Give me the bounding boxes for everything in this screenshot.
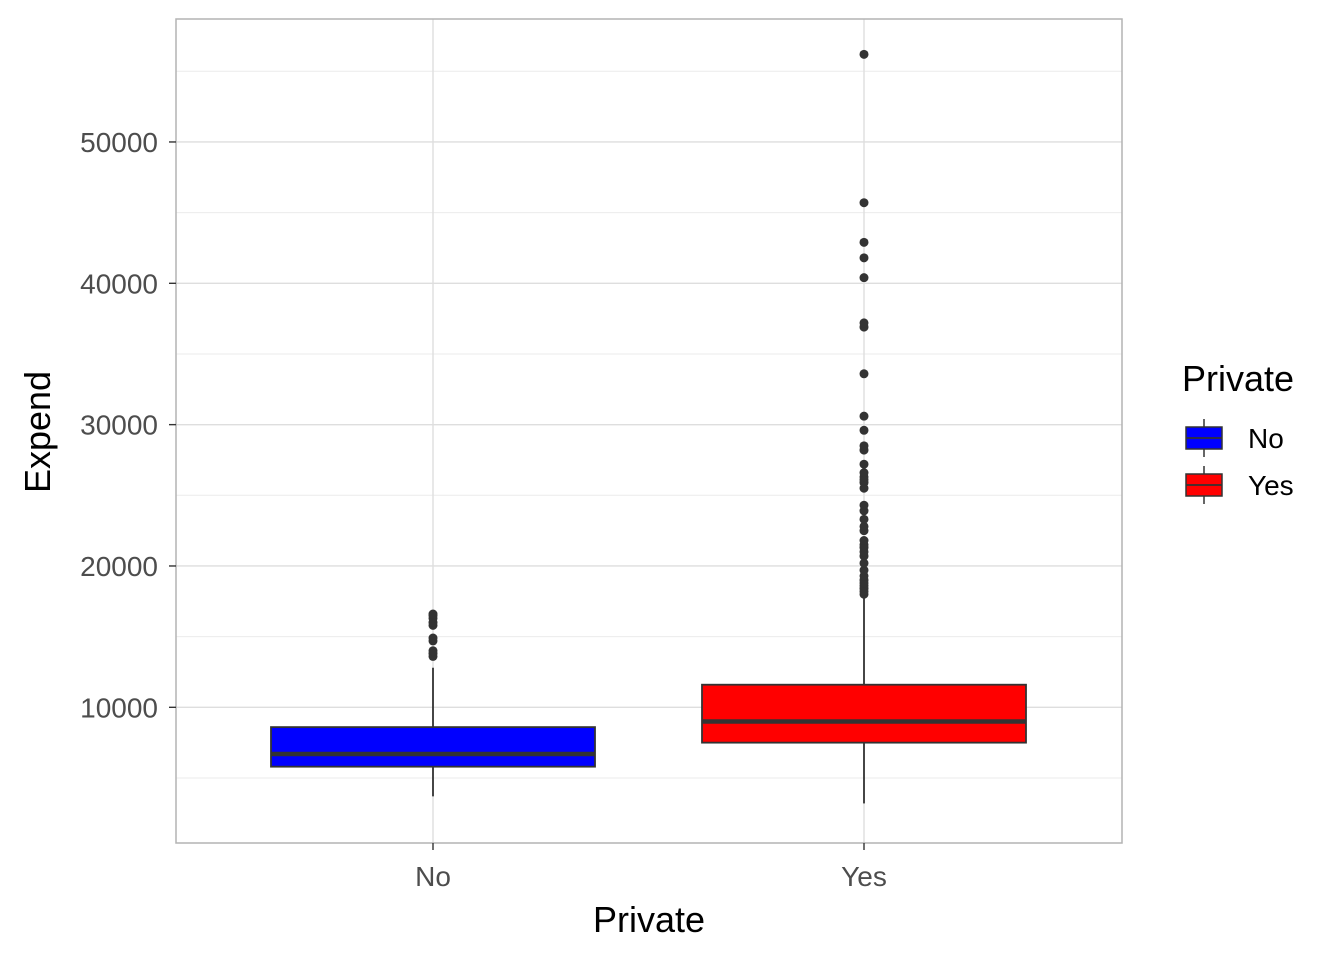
outlier-point [859, 237, 869, 247]
outlier-point [859, 198, 869, 208]
legend: Private No Yes [1182, 358, 1294, 504]
legend-entry-no: No [1185, 419, 1284, 457]
outlier-point [859, 558, 869, 568]
legend-label: No [1248, 423, 1284, 454]
outlier-point [859, 253, 869, 263]
outlier-point [859, 273, 869, 283]
box-body [701, 683, 1027, 744]
y-tick-label: 40000 [80, 268, 158, 299]
y-axis-title: Expend [17, 371, 58, 493]
outlier-point [859, 318, 869, 328]
x-tick-label: No [415, 861, 451, 892]
outlier-point [859, 369, 869, 379]
box-yes [701, 49, 1027, 804]
outlier-point [859, 521, 869, 531]
outlier-point [428, 609, 438, 619]
y-tick-label: 20000 [80, 551, 158, 582]
outlier-point [859, 500, 869, 510]
outlier-point [859, 411, 869, 421]
plot-panel-border [175, 18, 1123, 844]
outlier-point [859, 459, 869, 469]
outlier-point [859, 514, 869, 524]
y-tick-label: 50000 [80, 127, 158, 158]
outlier-point [428, 646, 438, 656]
outlier-point [859, 441, 869, 451]
legend-title: Private [1182, 358, 1294, 399]
box-no [270, 609, 596, 797]
x-tick-label: Yes [841, 861, 887, 892]
outlier-point [859, 565, 869, 575]
outlier-point [859, 536, 869, 546]
box-body [270, 726, 596, 768]
outlier-point [428, 633, 438, 643]
y-tick-label: 10000 [80, 692, 158, 723]
legend-label: Yes [1248, 470, 1294, 501]
x-tick-labels: No Yes [415, 843, 887, 892]
outlier-point [859, 468, 869, 478]
legend-entry-yes: Yes [1185, 466, 1294, 504]
y-tick-label: 30000 [80, 410, 158, 441]
outlier-point [859, 49, 869, 59]
y-tick-labels: 10000 20000 30000 40000 50000 [80, 127, 176, 723]
outlier-point [859, 425, 869, 435]
boxes [270, 49, 1027, 804]
x-axis-title: Private [593, 899, 705, 940]
